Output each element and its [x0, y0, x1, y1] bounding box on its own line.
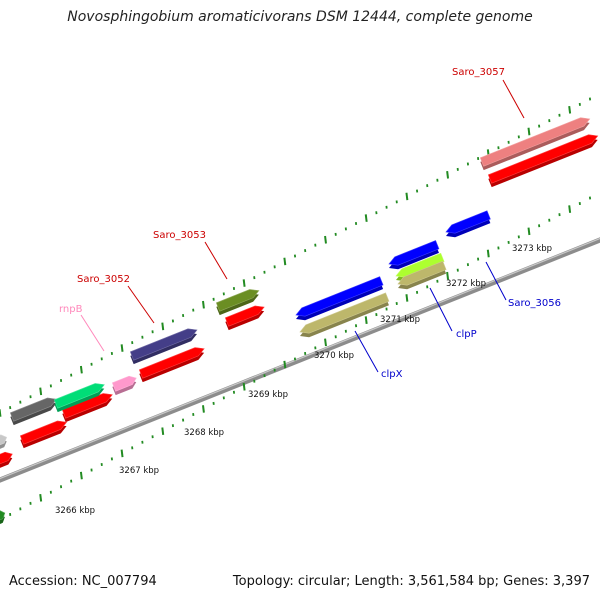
leader-line	[355, 331, 378, 372]
leader-line	[128, 286, 154, 323]
genome-summary-label: Topology: circular; Length: 3,561,584 bp…	[233, 574, 590, 589]
leader-line	[205, 242, 227, 279]
gene-arrow-red	[20, 421, 66, 448]
gene-arrow-gray	[0, 435, 7, 452]
tick-mark	[284, 258, 285, 265]
leader-line	[503, 80, 524, 118]
tick-mark	[366, 214, 367, 221]
map-title: Novosphingobium aromaticivorans DSM 1244…	[0, 9, 600, 25]
accession-label: Accession: NC_007794	[9, 574, 157, 589]
tick-mark	[40, 388, 41, 395]
gene-arrow-saro3056	[446, 211, 490, 237]
scale-label: 3269 kbp	[248, 390, 288, 400]
tick-mark	[81, 366, 82, 373]
tick-mark	[569, 205, 570, 212]
tick-mark	[122, 450, 123, 457]
tick-mark	[40, 494, 41, 501]
scale-label: 3271 kbp	[380, 315, 420, 325]
tick-mark	[162, 323, 163, 330]
gene-label-clpp: clpP	[456, 329, 477, 340]
tick-track-lower	[0, 197, 590, 524]
tick-mark	[366, 316, 367, 323]
gene-label-rnpb: rnpB	[59, 304, 83, 315]
leader-line	[81, 315, 104, 351]
tick-mark	[488, 250, 489, 257]
tick-mark	[447, 171, 448, 178]
gene-arrow-green	[0, 510, 5, 527]
tick-mark	[203, 301, 204, 308]
tick-mark	[203, 405, 204, 412]
gene-label-saro_3052: Saro_3052	[77, 274, 130, 285]
tick-mark	[325, 236, 326, 243]
scale-label: 3266 kbp	[55, 506, 95, 516]
scale-label: 3268 kbp	[184, 428, 224, 438]
genome-backbone-highlight	[0, 231, 600, 487]
leader-line	[430, 288, 452, 331]
tick-track-upper	[0, 98, 590, 417]
tick-mark	[122, 344, 123, 351]
scale-label: 3267 kbp	[119, 466, 159, 476]
scale-label: 3272 kbp	[446, 279, 486, 289]
tick-mark	[569, 106, 570, 113]
genome-backbone	[0, 232, 600, 488]
tick-mark	[406, 294, 407, 301]
tick-mark	[244, 279, 245, 286]
tick-mark	[325, 339, 326, 346]
gene-label-saro_3056: Saro_3056	[508, 298, 561, 309]
scale-label: 3270 kbp	[314, 351, 354, 361]
gene-label-clpx: clpX	[381, 369, 403, 380]
gene-arrow-rnpB	[112, 376, 136, 395]
tick-mark	[162, 427, 163, 434]
tick-mark	[529, 128, 530, 135]
tick-mark	[284, 361, 285, 368]
gene-label-saro_3053: Saro_3053	[153, 230, 206, 241]
tick-mark	[244, 383, 245, 390]
gene-arrow-darkgray	[10, 398, 56, 425]
tick-mark	[529, 228, 530, 235]
tick-mark	[81, 472, 82, 479]
gene-label-saro_3057: Saro_3057	[452, 67, 505, 78]
scale-label: 3273 kbp	[512, 244, 552, 254]
tick-mark	[406, 193, 407, 200]
gene-arrow-red	[0, 452, 12, 471]
